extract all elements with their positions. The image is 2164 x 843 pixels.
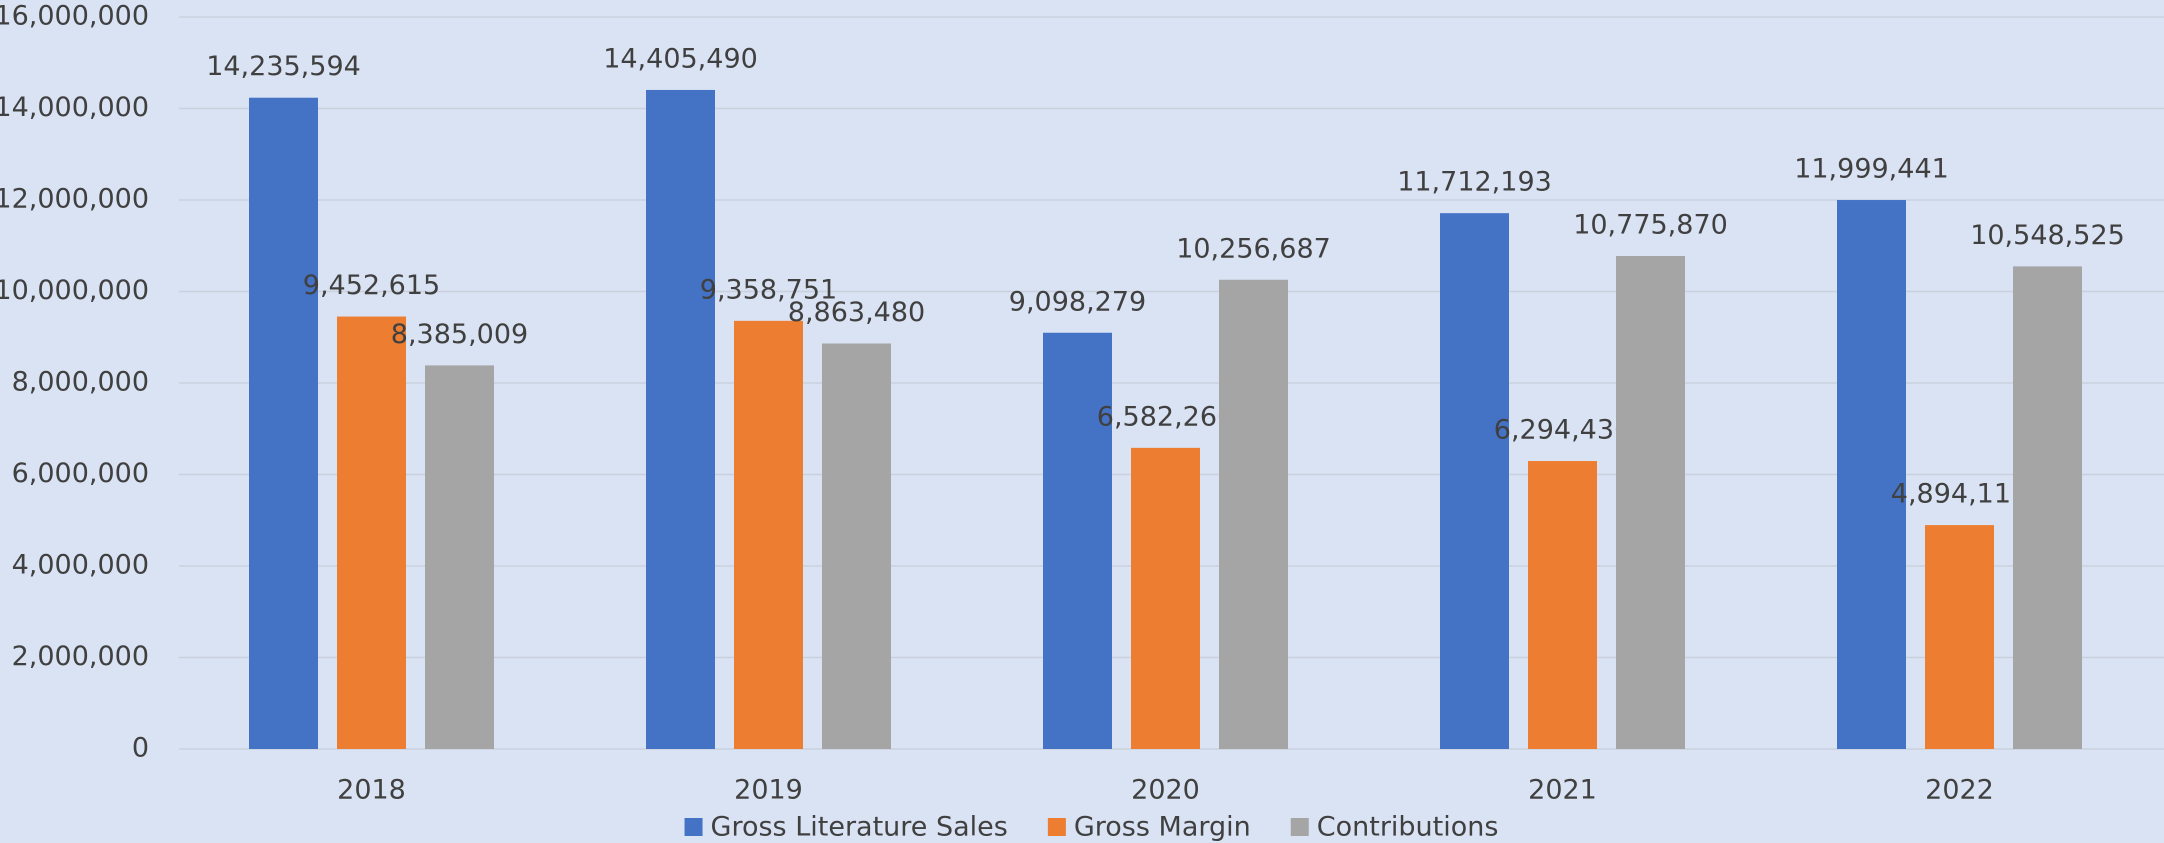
data-label: 9,452,615 [303,270,440,301]
data-label: 6,582,266 [1097,401,1234,432]
legend-swatch [1047,818,1066,836]
bar [822,343,891,749]
bar [1616,256,1685,749]
x-tick-label: 2022 [1925,775,1994,806]
legend-swatch [1290,818,1309,836]
x-tick-label: 2021 [1528,775,1597,806]
x-tick-label: 2018 [337,775,406,806]
bar [734,320,803,749]
y-tick-label: 10,000,000 [0,275,149,306]
bar [646,89,715,749]
bar [1131,447,1200,749]
data-label: 14,405,490 [603,43,758,74]
bar [1925,525,1994,749]
data-label: 11,999,441 [1794,154,1949,185]
legend-label: Gross Margin [1074,812,1251,843]
y-tick-label: 6,000,000 [12,458,149,489]
data-label: 9,358,751 [700,274,837,305]
y-tick-label: 0 [132,733,149,764]
bar [1043,332,1112,749]
x-tick-label: 2020 [1131,775,1200,806]
bar [1837,200,1906,749]
y-tick-label: 14,000,000 [0,92,149,123]
data-label: 9,098,279 [1009,286,1146,317]
legend-label: Contributions [1317,812,1499,843]
data-label: 10,256,687 [1176,233,1331,264]
y-tick-label: 8,000,000 [12,367,149,398]
data-label: 8,863,480 [788,297,925,328]
y-tick-label: 12,000,000 [0,184,149,215]
data-label: 10,548,525 [1970,220,2125,251]
bar [425,365,494,749]
x-tick-label: 2019 [734,775,803,806]
bar [1528,461,1597,749]
bar [1219,279,1288,749]
bar [337,316,406,749]
data-label: 10,775,870 [1573,210,1728,241]
legend-swatch [684,818,703,836]
data-label: 8,385,009 [391,319,528,350]
data-label: 14,235,594 [206,51,361,82]
bar [1440,213,1509,749]
bar [2013,266,2082,749]
legend-label: Gross Literature Sales [711,812,1008,843]
y-tick-label: 16,000,000 [0,1,149,32]
data-label: 6,294,436 [1494,415,1631,446]
y-tick-label: 2,000,000 [12,641,149,672]
bar [249,97,318,750]
data-label: 4,894,113 [1891,479,2028,510]
y-tick-label: 4,000,000 [12,550,149,581]
data-label: 11,712,193 [1397,167,1552,198]
